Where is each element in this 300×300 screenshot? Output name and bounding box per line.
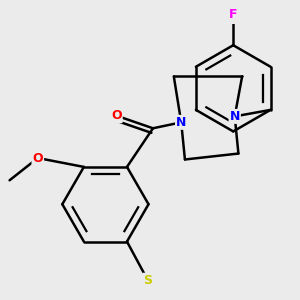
Text: S: S: [143, 274, 152, 287]
Text: O: O: [111, 109, 122, 122]
Text: N: N: [176, 116, 186, 129]
Text: F: F: [229, 8, 238, 20]
Text: O: O: [32, 152, 43, 164]
Text: N: N: [230, 110, 240, 123]
